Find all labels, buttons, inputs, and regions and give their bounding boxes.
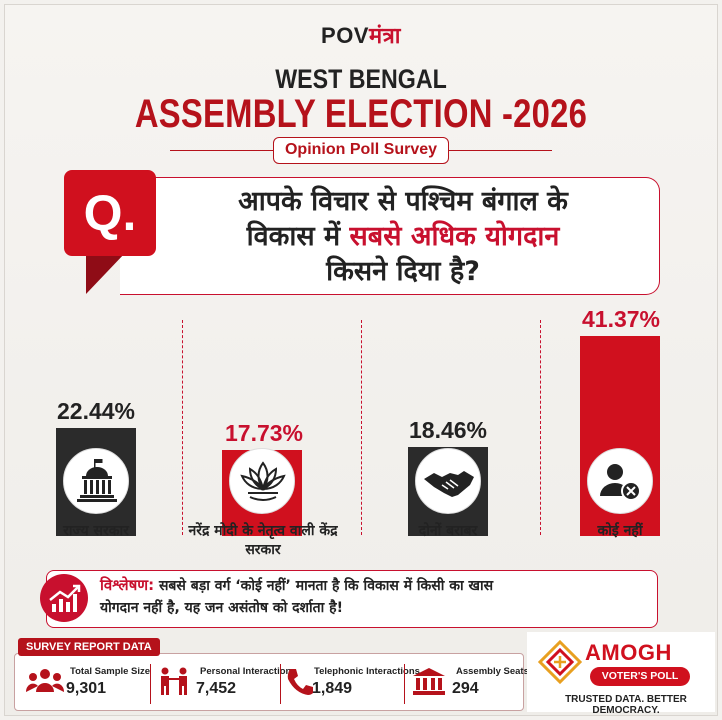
bar-value-label: 17.73% bbox=[224, 420, 303, 446]
stat-separator bbox=[404, 664, 405, 704]
question-text: आपके विचार से पश्चिम बंगाल के विकास में … bbox=[168, 184, 638, 289]
divider-2 bbox=[361, 320, 362, 535]
question-line-2-pre: विकास में bbox=[246, 221, 350, 252]
stat-value: 294 bbox=[452, 680, 479, 697]
stat-value: 1,849 bbox=[312, 680, 353, 697]
bar-value-label: 41.37% bbox=[581, 306, 660, 332]
trend-chart-icon bbox=[40, 574, 88, 622]
stat-label: Assembly Seats bbox=[456, 666, 529, 677]
divider-1 bbox=[182, 320, 183, 535]
people-icon bbox=[26, 669, 64, 692]
category-label: नरेंद्र मोदी के नेतृत्व वाली केंद्र सरका… bbox=[188, 523, 338, 558]
category-label: राज्य सरकार bbox=[63, 523, 129, 539]
analysis-box bbox=[46, 570, 658, 628]
header-rule-left bbox=[170, 150, 273, 151]
amogh-tagline: TRUSTED DATA. BETTER DEMOCRACY. bbox=[565, 694, 687, 716]
amogh-logo-icon bbox=[538, 640, 582, 685]
bar-value-label: 18.46% bbox=[408, 417, 487, 443]
analysis-line-1: विश्लेषण: सबसे बड़ा वर्ग ‘कोई नहीं’ मानत… bbox=[100, 574, 660, 597]
analysis-line-2: योगदान नहीं है, यह जन असंतोष को दर्शाता … bbox=[100, 600, 343, 616]
stat-label: Personal Interactions bbox=[200, 666, 297, 677]
amogh-name: AMOGH bbox=[585, 640, 672, 665]
question-box bbox=[120, 177, 660, 295]
user-cross-icon bbox=[587, 448, 653, 514]
stat-label: Telephonic Interactions bbox=[314, 666, 420, 677]
opinion-poll-badge: Opinion Poll Survey bbox=[273, 137, 449, 164]
bar-value-label: 22.44% bbox=[56, 398, 135, 424]
stat-separator bbox=[280, 664, 281, 704]
two-persons-icon bbox=[161, 667, 187, 695]
question-line-1: आपके विचार से पश्चिम बंगाल के bbox=[238, 186, 568, 217]
analysis-label: विश्लेषण: bbox=[100, 576, 155, 594]
survey-data-heading: SURVEY REPORT DATA bbox=[18, 638, 160, 656]
handshake-icon bbox=[415, 448, 481, 514]
question-badge-tail bbox=[86, 252, 126, 294]
header-title: ASSEMBLY ELECTION -2026 bbox=[134, 92, 588, 136]
question-highlight: सबसे अधिक योगदान bbox=[349, 221, 560, 252]
stat-label: Total Sample Size bbox=[70, 666, 151, 677]
question-badge: Q. bbox=[64, 170, 156, 256]
category-label: दोनों बराबर bbox=[418, 523, 478, 539]
amogh-pill: VOTER'S POLL bbox=[590, 667, 690, 686]
question-line-3: किसने दिया है? bbox=[326, 256, 480, 287]
analysis-text-1: सबसे बड़ा वर्ग ‘कोई नहीं’ मानता है कि वि… bbox=[154, 578, 494, 594]
stat-value: 9,301 bbox=[66, 680, 107, 697]
bjp-lotus-icon bbox=[229, 448, 295, 514]
header-rule-right bbox=[449, 150, 552, 151]
divider-3 bbox=[540, 320, 541, 535]
stat-value: 7,452 bbox=[196, 680, 237, 697]
brand-logo: POVमंत्रा bbox=[0, 20, 722, 50]
header-subtitle: WEST BENGAL bbox=[275, 64, 447, 94]
government-building-icon bbox=[63, 448, 129, 514]
brand-logo-part1: POV bbox=[321, 23, 369, 48]
category-label: कोई नहीं bbox=[597, 523, 643, 539]
bar-chart: 22.44% 17.73% 18.46% 41.37% bbox=[0, 300, 722, 570]
brand-logo-part2: मंत्रा bbox=[368, 23, 401, 48]
stat-separator bbox=[150, 664, 151, 704]
analysis-text: विश्लेषण: सबसे बड़ा वर्ग ‘कोई नहीं’ मानत… bbox=[100, 574, 660, 619]
assembly-building-icon bbox=[413, 668, 445, 695]
question-line-2: विकास में सबसे अधिक योगदान bbox=[168, 219, 638, 254]
phone-icon bbox=[287, 669, 313, 695]
